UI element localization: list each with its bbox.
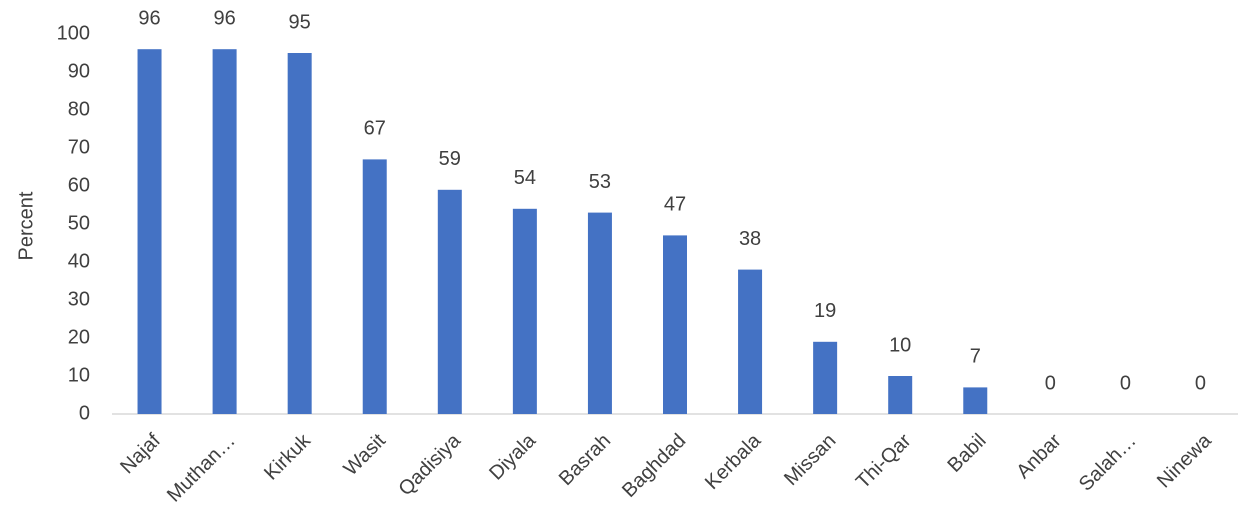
y-tick-label: 80	[68, 98, 90, 120]
y-tick-label: 20	[68, 326, 90, 348]
data-label: 0	[1045, 372, 1056, 394]
bar	[663, 235, 687, 414]
y-axis-label: Percent	[15, 191, 37, 260]
data-label: 7	[970, 346, 981, 368]
bar	[738, 269, 763, 414]
y-tick-label: 100	[57, 22, 90, 44]
x-tick-label: Diyala	[485, 429, 540, 484]
x-tick-label: Basrah	[555, 430, 615, 490]
x-tick-label: Thi-Qar	[852, 429, 916, 493]
data-label: 0	[1195, 372, 1206, 394]
y-tick-label: 50	[68, 212, 90, 234]
y-tick-label: 0	[79, 402, 90, 424]
data-label: 0	[1120, 372, 1131, 394]
data-label: 54	[514, 167, 536, 189]
bar	[212, 49, 237, 414]
data-label: 53	[589, 171, 611, 193]
bar	[287, 53, 312, 414]
x-tick-label: Ninewa	[1153, 429, 1216, 492]
data-label: 47	[664, 194, 686, 216]
x-tick-label: Kerbala	[701, 429, 766, 494]
x-tick-label: Muthan…	[163, 430, 240, 507]
y-tick-label: 10	[68, 364, 90, 386]
data-label: 19	[814, 300, 836, 322]
y-tick-label: 90	[68, 60, 90, 82]
bar	[437, 189, 462, 414]
data-label: 95	[289, 11, 311, 33]
x-tick-label: Babil	[944, 430, 991, 477]
x-tick-label: Wasit	[340, 429, 391, 480]
x-tick-label: Missan	[780, 430, 840, 490]
y-tick-label: 40	[68, 250, 90, 272]
bar	[888, 376, 913, 414]
y-tick-label: 70	[68, 136, 90, 158]
bar	[587, 212, 612, 414]
data-label: 96	[213, 7, 235, 29]
bar	[963, 387, 988, 414]
y-tick-label: 30	[68, 288, 90, 310]
x-tick-label: Baghdad	[618, 430, 690, 502]
bar	[512, 208, 537, 414]
y-tick-label: 60	[68, 174, 90, 196]
data-label: 96	[138, 7, 160, 29]
data-label: 10	[889, 334, 911, 356]
x-tick-label: Najaf	[116, 429, 165, 478]
data-label: 59	[439, 148, 461, 170]
x-tick-label: Anbar	[1012, 429, 1066, 483]
x-tick-label: Salah…	[1075, 430, 1141, 496]
bar	[813, 341, 838, 414]
bar	[137, 49, 162, 414]
x-tick-label: Qadisiya	[394, 429, 465, 500]
data-label: 67	[364, 118, 386, 140]
x-tick-label: Kirkuk	[260, 429, 316, 485]
bar	[362, 159, 387, 414]
data-label: 38	[739, 228, 761, 250]
